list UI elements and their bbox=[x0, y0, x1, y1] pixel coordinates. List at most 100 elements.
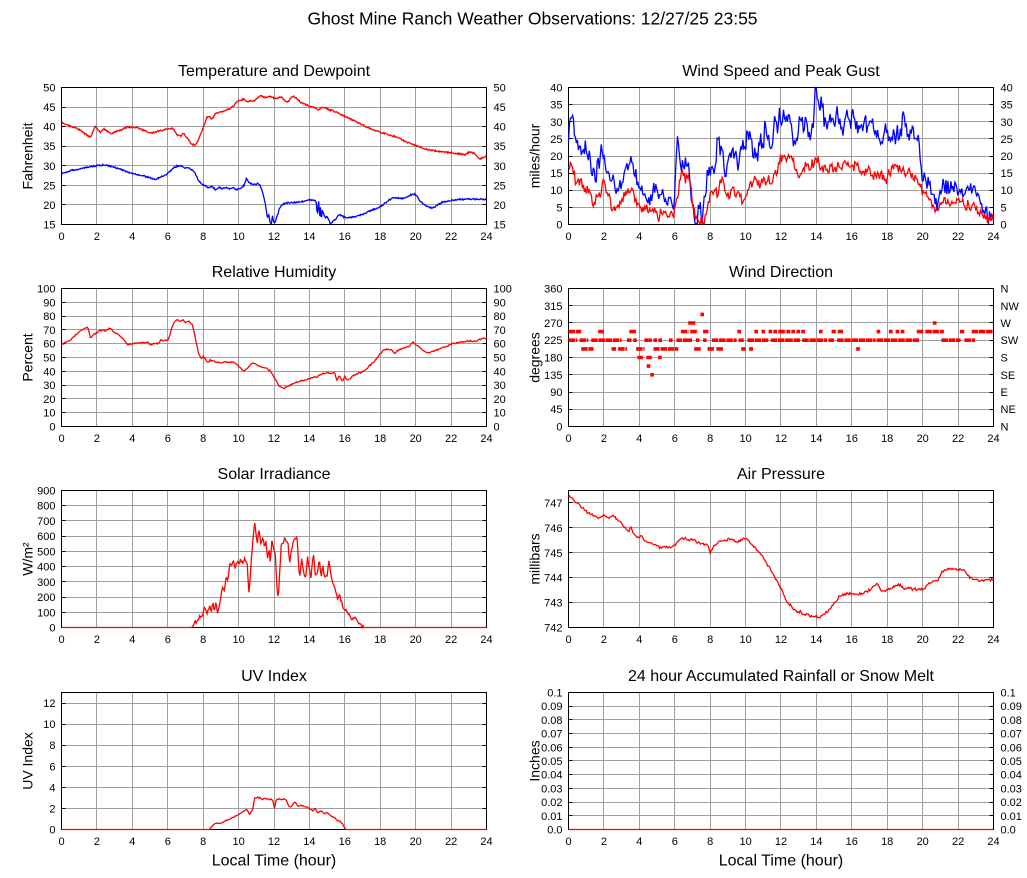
svg-text:4: 4 bbox=[636, 433, 642, 445]
svg-text:15: 15 bbox=[43, 220, 55, 232]
svg-text:8: 8 bbox=[707, 231, 713, 243]
svg-text:8: 8 bbox=[49, 740, 55, 752]
svg-text:100: 100 bbox=[37, 284, 55, 296]
svg-text:0.03: 0.03 bbox=[541, 783, 562, 795]
svg-text:2: 2 bbox=[601, 433, 607, 445]
svg-text:4: 4 bbox=[49, 782, 55, 794]
svg-text:25: 25 bbox=[1001, 134, 1013, 146]
svg-text:N: N bbox=[1001, 422, 1009, 434]
svg-text:45: 45 bbox=[550, 404, 562, 416]
svg-text:W: W bbox=[1001, 318, 1012, 330]
svg-text:8: 8 bbox=[200, 433, 206, 445]
svg-text:60: 60 bbox=[43, 339, 55, 351]
svg-text:6: 6 bbox=[49, 761, 55, 773]
svg-text:10: 10 bbox=[232, 231, 244, 243]
svg-text:SE: SE bbox=[1001, 370, 1016, 382]
svg-text:0: 0 bbox=[565, 836, 571, 848]
svg-text:22: 22 bbox=[445, 836, 457, 848]
svg-text:20: 20 bbox=[550, 151, 562, 163]
svg-text:4: 4 bbox=[636, 836, 642, 848]
svg-text:Air Pressure: Air Pressure bbox=[737, 466, 825, 483]
svg-text:6: 6 bbox=[165, 836, 171, 848]
svg-text:24: 24 bbox=[987, 231, 999, 243]
svg-text:Temperature and Dewpoint: Temperature and Dewpoint bbox=[178, 63, 371, 80]
svg-text:Wind Direction: Wind Direction bbox=[729, 264, 833, 281]
svg-text:0: 0 bbox=[565, 231, 571, 243]
svg-text:40: 40 bbox=[43, 366, 55, 378]
svg-text:4: 4 bbox=[129, 634, 135, 646]
svg-text:4: 4 bbox=[129, 433, 135, 445]
svg-text:0.02: 0.02 bbox=[541, 797, 562, 809]
svg-text:50: 50 bbox=[494, 353, 506, 365]
svg-text:5: 5 bbox=[1001, 202, 1007, 214]
svg-text:16: 16 bbox=[339, 634, 351, 646]
svg-text:W/m²: W/m² bbox=[20, 542, 36, 576]
svg-text:90: 90 bbox=[494, 297, 506, 309]
svg-text:14: 14 bbox=[303, 433, 315, 445]
svg-text:30: 30 bbox=[43, 380, 55, 392]
svg-text:315: 315 bbox=[544, 301, 562, 313]
svg-text:miles/hour: miles/hour bbox=[527, 123, 543, 188]
svg-text:742: 742 bbox=[544, 623, 562, 635]
svg-text:10: 10 bbox=[494, 408, 506, 420]
svg-text:20: 20 bbox=[410, 433, 422, 445]
svg-text:10: 10 bbox=[739, 433, 751, 445]
svg-text:10: 10 bbox=[739, 836, 751, 848]
svg-text:14: 14 bbox=[303, 836, 315, 848]
svg-text:2: 2 bbox=[94, 634, 100, 646]
svg-text:800: 800 bbox=[37, 501, 55, 513]
svg-text:12: 12 bbox=[268, 634, 280, 646]
svg-text:SW: SW bbox=[1001, 335, 1019, 347]
svg-text:2: 2 bbox=[601, 634, 607, 646]
svg-text:Local Time (hour): Local Time (hour) bbox=[719, 853, 844, 870]
svg-text:6: 6 bbox=[672, 634, 678, 646]
svg-text:2: 2 bbox=[601, 231, 607, 243]
svg-text:16: 16 bbox=[339, 836, 351, 848]
svg-text:0: 0 bbox=[556, 220, 562, 232]
svg-text:20: 20 bbox=[410, 836, 422, 848]
svg-text:18: 18 bbox=[374, 836, 386, 848]
svg-text:2: 2 bbox=[94, 836, 100, 848]
svg-text:745: 745 bbox=[544, 548, 562, 560]
svg-text:0.05: 0.05 bbox=[1001, 756, 1022, 768]
svg-text:18: 18 bbox=[881, 836, 893, 848]
svg-text:0: 0 bbox=[49, 623, 55, 635]
svg-text:20: 20 bbox=[917, 433, 929, 445]
svg-text:25: 25 bbox=[550, 134, 562, 146]
svg-text:50: 50 bbox=[494, 83, 506, 95]
svg-text:24: 24 bbox=[480, 433, 492, 445]
svg-text:0: 0 bbox=[565, 433, 571, 445]
svg-text:14: 14 bbox=[810, 836, 822, 848]
svg-text:12: 12 bbox=[43, 698, 55, 710]
svg-text:0: 0 bbox=[58, 634, 64, 646]
svg-text:25: 25 bbox=[494, 180, 506, 192]
svg-text:4: 4 bbox=[636, 634, 642, 646]
svg-text:40: 40 bbox=[494, 366, 506, 378]
svg-text:S: S bbox=[1001, 353, 1008, 365]
svg-text:0.05: 0.05 bbox=[541, 756, 562, 768]
svg-text:6: 6 bbox=[165, 433, 171, 445]
svg-text:0: 0 bbox=[58, 433, 64, 445]
svg-text:Inches: Inches bbox=[527, 740, 543, 781]
svg-text:15: 15 bbox=[494, 220, 506, 232]
svg-text:400: 400 bbox=[37, 562, 55, 574]
svg-text:NW: NW bbox=[1001, 301, 1020, 313]
svg-text:45: 45 bbox=[494, 102, 506, 114]
svg-text:35: 35 bbox=[1001, 100, 1013, 112]
svg-text:746: 746 bbox=[544, 523, 562, 535]
svg-text:E: E bbox=[1001, 387, 1008, 399]
svg-text:0.04: 0.04 bbox=[1001, 770, 1022, 782]
svg-text:millibars: millibars bbox=[527, 533, 543, 584]
svg-text:80: 80 bbox=[43, 311, 55, 323]
svg-text:24: 24 bbox=[480, 634, 492, 646]
svg-text:degrees: degrees bbox=[527, 332, 543, 383]
svg-text:16: 16 bbox=[339, 433, 351, 445]
svg-text:35: 35 bbox=[494, 141, 506, 153]
svg-text:8: 8 bbox=[707, 433, 713, 445]
svg-text:10: 10 bbox=[232, 836, 244, 848]
svg-text:0: 0 bbox=[556, 422, 562, 434]
svg-text:40: 40 bbox=[550, 83, 562, 95]
svg-text:22: 22 bbox=[445, 231, 457, 243]
svg-text:10: 10 bbox=[739, 231, 751, 243]
svg-text:30: 30 bbox=[494, 380, 506, 392]
